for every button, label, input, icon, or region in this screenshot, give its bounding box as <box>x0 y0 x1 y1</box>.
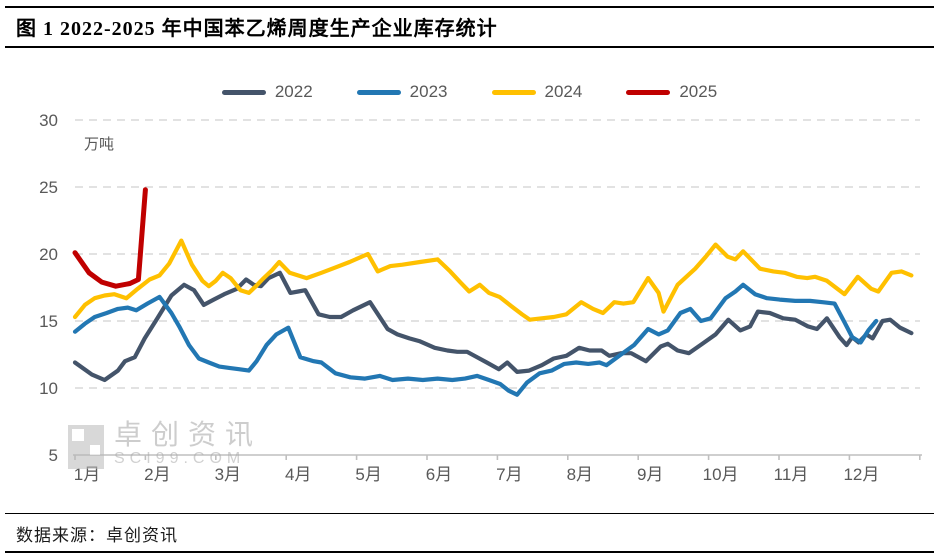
legend-swatch-2024 <box>491 89 536 95</box>
x-axis-tick-label: 12月 <box>843 465 879 484</box>
data-source-note: 数据来源：卓创资讯 <box>16 526 178 545</box>
series-2024 <box>72 238 914 322</box>
y-axis-tick-label: 30 <box>39 111 58 130</box>
legend-swatch-2022 <box>221 89 266 95</box>
x-axis-tick-label: 9月 <box>637 465 663 484</box>
x-axis-tick-label: 6月 <box>426 465 452 484</box>
x-axis-tick-label: 8月 <box>567 465 593 484</box>
legend-item-2022: 2022 <box>221 82 313 102</box>
sci99-logo-icon <box>68 425 104 469</box>
page-title: 图 1 2022-2025 年中国苯乙烯周度生产企业库存统计 <box>16 18 498 40</box>
x-axis-tick-label: 10月 <box>703 465 739 484</box>
legend-label: 2022 <box>274 82 313 101</box>
title-top-rule <box>5 6 934 8</box>
footer-top-rule <box>5 513 934 514</box>
y-axis-tick-label: 20 <box>39 245 58 264</box>
y-axis-unit-label: 万吨 <box>84 136 115 153</box>
legend-label: 2023 <box>409 82 448 101</box>
y-axis-tick-label: 10 <box>39 379 58 398</box>
watermark-brand: 卓创资讯 <box>114 419 263 450</box>
series-2025 <box>72 187 148 289</box>
legend-label: 2025 <box>679 82 718 101</box>
series-2023 <box>72 282 879 397</box>
x-axis-tick-label: 5月 <box>355 465 381 484</box>
y-axis-tick-label: 5 <box>49 446 58 465</box>
legend-item-2024: 2024 <box>491 82 583 102</box>
y-axis-tick-label: 25 <box>39 178 58 197</box>
title-bottom-rule <box>5 46 934 48</box>
x-axis-tick-label: 7月 <box>496 465 522 484</box>
chart-legend: 2022 2023 2024 2025 <box>0 82 939 102</box>
legend-label: 2024 <box>544 82 583 101</box>
legend-swatch-2025 <box>626 89 671 95</box>
x-axis-tick-label: 4月 <box>285 465 311 484</box>
legend-swatch-2023 <box>356 89 401 95</box>
legend-item-2025: 2025 <box>626 82 717 102</box>
series-2022 <box>72 270 914 383</box>
legend-item-2023: 2023 <box>356 82 448 102</box>
footer-bottom-rule <box>5 551 934 553</box>
y-axis-tick-label: 15 <box>39 312 58 331</box>
x-axis-tick-label: 11月 <box>774 465 809 484</box>
watermark-domain: SCI99.COM <box>114 450 246 467</box>
